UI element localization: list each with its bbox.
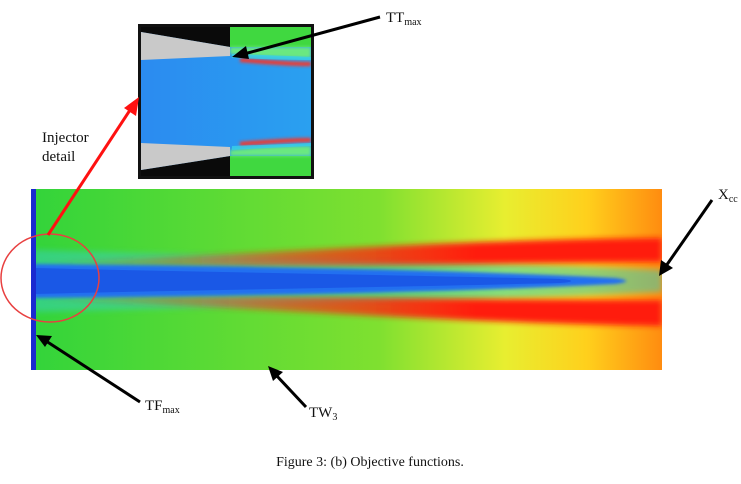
tt-max-label: TTmax: [386, 10, 422, 28]
lower-flame-band: [40, 295, 662, 326]
tt-max-arrow: [232, 15, 381, 59]
injector-label-line2: detail: [42, 149, 75, 165]
cold-core-inner: [34, 268, 572, 294]
upper-flame-band: [40, 238, 662, 267]
tw3-label: TW3: [309, 405, 337, 423]
injector-post-bottom: [141, 143, 230, 170]
injector-callout-arrow: [46, 97, 139, 236]
tf-max-label: TFmax: [145, 398, 180, 416]
injector-solid-top: [141, 27, 230, 47]
injector-label-line1: Injector: [42, 130, 89, 146]
temperature-field: [34, 189, 662, 370]
injector-detail-inset: [138, 24, 314, 179]
tf-max-arrow: [36, 335, 141, 404]
x-cc-arrow: [659, 199, 714, 276]
injector-post-top: [141, 32, 230, 60]
figure-caption: Figure 3: (b) Objective functions.: [276, 455, 464, 470]
inset-frame: [138, 24, 314, 179]
x-cc-label: Xcc: [718, 187, 738, 205]
tw3-arrow: [268, 366, 308, 409]
injector-solid-bottom: [141, 156, 230, 176]
injector-wall: [31, 189, 36, 370]
